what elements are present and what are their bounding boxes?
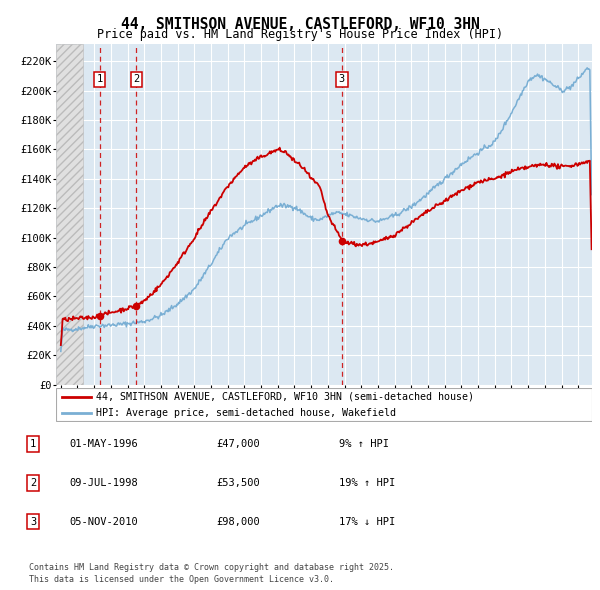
Text: 44, SMITHSON AVENUE, CASTLEFORD, WF10 3HN (semi-detached house): 44, SMITHSON AVENUE, CASTLEFORD, WF10 3H… xyxy=(96,392,474,402)
Text: £47,000: £47,000 xyxy=(216,439,260,448)
Text: 1: 1 xyxy=(97,74,103,84)
Text: 05-NOV-2010: 05-NOV-2010 xyxy=(69,517,138,526)
Text: 2: 2 xyxy=(133,74,139,84)
Text: 19% ↑ HPI: 19% ↑ HPI xyxy=(339,478,395,487)
Text: Contains HM Land Registry data © Crown copyright and database right 2025.: Contains HM Land Registry data © Crown c… xyxy=(29,563,394,572)
Text: £53,500: £53,500 xyxy=(216,478,260,487)
Text: 1: 1 xyxy=(30,439,36,448)
Bar xyxy=(56,44,83,385)
Text: 01-MAY-1996: 01-MAY-1996 xyxy=(69,439,138,448)
Text: 09-JUL-1998: 09-JUL-1998 xyxy=(69,478,138,487)
Text: 3: 3 xyxy=(30,517,36,526)
Text: This data is licensed under the Open Government Licence v3.0.: This data is licensed under the Open Gov… xyxy=(29,575,334,584)
Text: £98,000: £98,000 xyxy=(216,517,260,526)
Text: 44, SMITHSON AVENUE, CASTLEFORD, WF10 3HN: 44, SMITHSON AVENUE, CASTLEFORD, WF10 3H… xyxy=(121,17,479,31)
Text: 3: 3 xyxy=(339,74,345,84)
Text: 2: 2 xyxy=(30,478,36,487)
FancyBboxPatch shape xyxy=(56,388,592,421)
Text: HPI: Average price, semi-detached house, Wakefield: HPI: Average price, semi-detached house,… xyxy=(96,408,396,418)
Text: 17% ↓ HPI: 17% ↓ HPI xyxy=(339,517,395,526)
Text: Price paid vs. HM Land Registry's House Price Index (HPI): Price paid vs. HM Land Registry's House … xyxy=(97,28,503,41)
Text: 9% ↑ HPI: 9% ↑ HPI xyxy=(339,439,389,448)
